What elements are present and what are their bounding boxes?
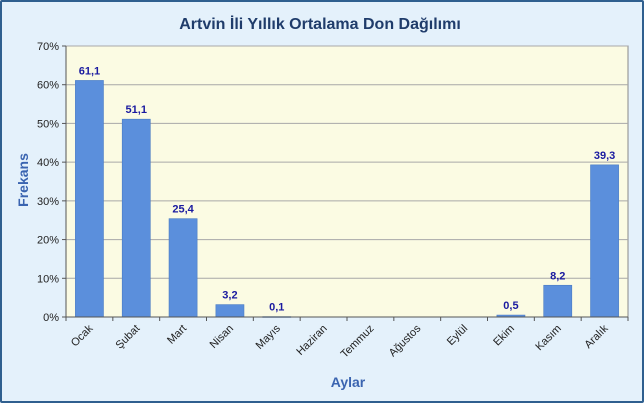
data-label: 0,5 [503, 300, 518, 312]
bar [168, 218, 198, 318]
x-tick-label: Temmuz [339, 323, 377, 361]
y-tick-label: 30% [37, 196, 59, 208]
bar [75, 80, 104, 318]
x-tick-label: Ağustos [387, 322, 424, 359]
data-label: 39,3 [594, 150, 615, 162]
x-tick-label: Mart [165, 323, 189, 347]
x-axis-title: Aylar [331, 374, 366, 390]
bars [75, 80, 619, 318]
bar [590, 164, 619, 318]
gridlines [66, 45, 628, 279]
data-label: 61,1 [79, 65, 100, 77]
x-tick-label: Nisan [208, 323, 236, 351]
y-tick-label: 40% [37, 157, 59, 169]
x-tick-label: Kasım [533, 323, 564, 354]
x-tick-label: Ocak [69, 322, 96, 349]
x-axis-ticks: Ocak Şubat Mart Nisan Mayıs Haziran Temmuz Ağus… [65, 317, 629, 361]
y-tick-label: 60% [37, 80, 59, 92]
data-label: 0,1 [269, 302, 284, 314]
bar [121, 118, 151, 318]
x-tick-label: Eylül [445, 323, 470, 348]
y-tick-label: 0% [43, 312, 59, 324]
chart-title: Artvin İli Yıllık Ortalama Don Dağılımı [179, 15, 461, 33]
bar [543, 284, 573, 318]
plot-area [65, 45, 629, 318]
y-tick-label: 20% [37, 235, 59, 247]
data-label: 3,2 [222, 290, 237, 302]
y-tick-label: 70% [37, 41, 59, 53]
x-tick-label: Mayıs [254, 322, 284, 352]
y-tick-label: 10% [37, 273, 59, 285]
x-tick-label: Aralık [582, 322, 611, 351]
y-tick-label: 50% [37, 118, 59, 130]
x-tick-label: Şubat [114, 323, 143, 352]
y-axis-title: Frekans [15, 153, 31, 207]
data-labels: 61,1 51,1 25,4 3,2 0,1 0,5 8,2 39,3 [79, 65, 616, 313]
x-tick-label: Ekim [491, 323, 517, 349]
data-label: 8,2 [550, 270, 565, 282]
x-tick-label: Haziran [294, 323, 329, 358]
data-label: 25,4 [172, 204, 194, 216]
y-axis-ticks: 0% 10% 20% 30% 40% 50% 60% 70% [37, 41, 66, 324]
data-label: 51,1 [126, 104, 147, 116]
bar [215, 304, 245, 318]
